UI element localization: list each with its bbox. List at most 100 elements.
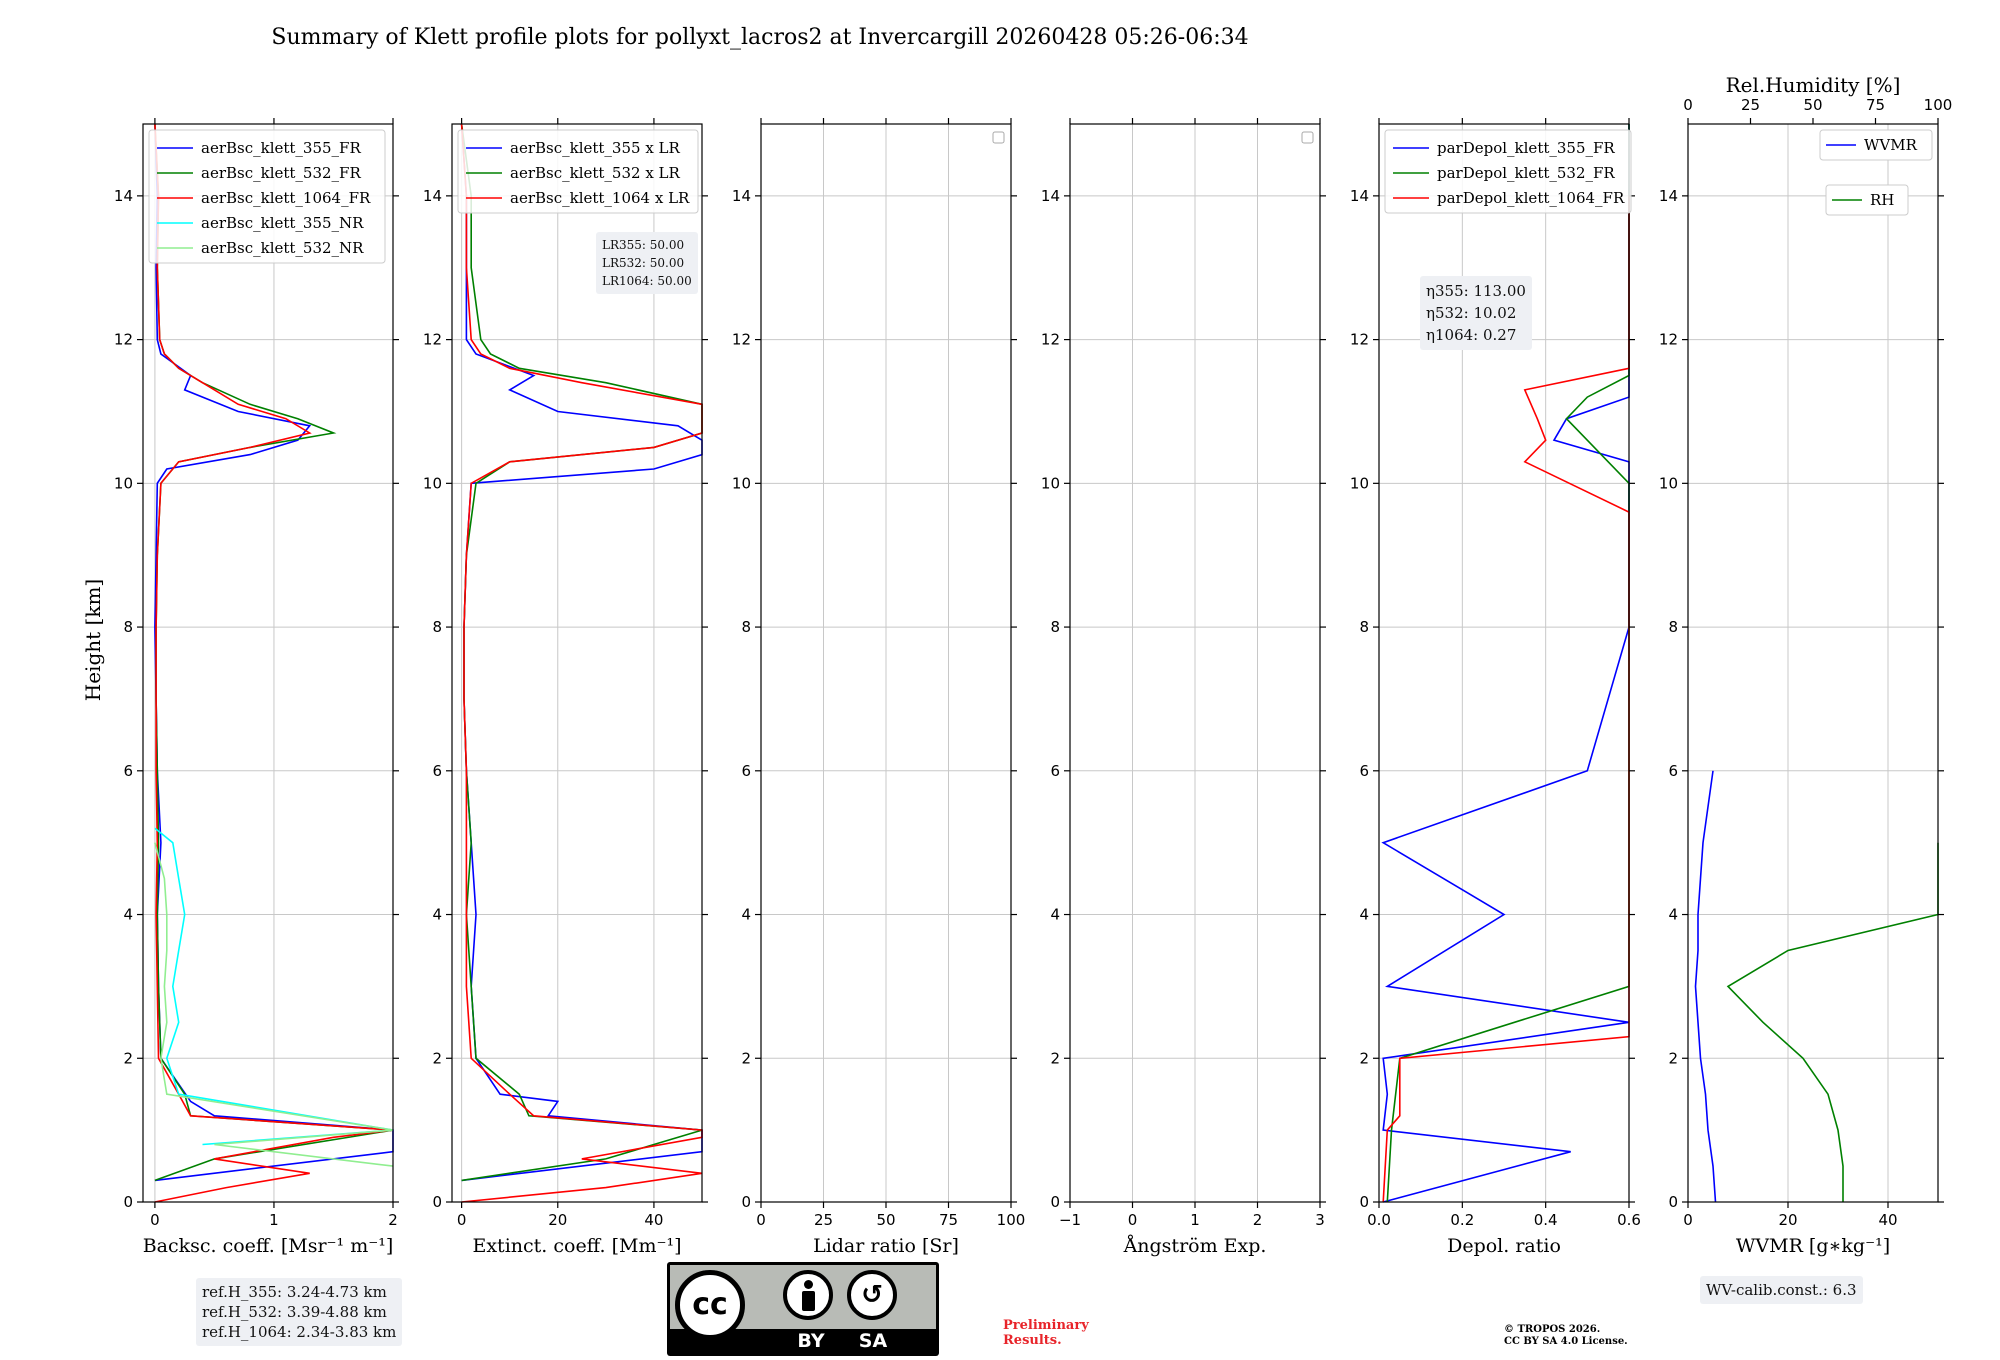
y-tick-label: 8: [1668, 618, 1678, 636]
x-tick-label: 3: [1315, 1211, 1325, 1229]
eta-1064: η1064: 0.27: [1426, 326, 1517, 344]
series-aerBsc_klett_532_NR: [154, 842, 394, 1167]
x-axis-label: Lidar ratio [Sr]: [813, 1235, 959, 1257]
empty-legend-box: [1301, 131, 1314, 144]
top-tick-label: 50: [1803, 96, 1822, 114]
plot-frame: [1687, 123, 1939, 1203]
y-tick-label: 4: [432, 906, 442, 924]
legend-label: aerBsc_klett_355_NR: [201, 214, 364, 232]
copyright-line-2: CC BY SA 4.0 License.: [1504, 1336, 1628, 1347]
y-tick-label: 6: [1668, 762, 1678, 780]
lr-355: LR355: 50.00: [602, 238, 685, 252]
y-tick-label: 0: [1668, 1193, 1678, 1211]
y-tick-label: 8: [123, 618, 133, 636]
y-tick-label: 0: [432, 1193, 442, 1211]
x-tick-label: 0.4: [1534, 1211, 1558, 1229]
y-tick-label: 10: [1659, 474, 1678, 492]
x-axis-label: Ångström Exp.: [1123, 1235, 1267, 1257]
x-axis-label: Depol. ratio: [1447, 1235, 1561, 1257]
lidar-ratio-box: LR355: 50.00 LR532: 50.00 LR1064: 50.00: [596, 232, 698, 294]
y-tick-label: 14: [732, 187, 751, 205]
legend-label: aerBsc_klett_532_NR: [201, 239, 364, 257]
x-tick-label: 0.0: [1367, 1211, 1391, 1229]
legend-box: [1819, 129, 1933, 161]
y-tick-label: 4: [741, 906, 751, 924]
y-tick-label: 4: [1359, 906, 1369, 924]
height-axis-label: Height [km]: [81, 579, 105, 701]
attribution-icon: [783, 1270, 833, 1320]
y-tick-label: 2: [432, 1049, 442, 1067]
y-tick-label: 4: [1668, 906, 1678, 924]
legend-label: RH: [1870, 191, 1894, 209]
x-axis-label: Backsc. coeff. [Msr⁻¹ m⁻¹]: [143, 1235, 394, 1257]
rh-axis-label: Rel.Humidity [%]: [1726, 73, 1901, 97]
refh-1064: ref.H_1064: 2.34-3.83 km: [202, 1323, 397, 1341]
y-tick-label: 8: [1050, 618, 1060, 636]
lr-1064: LR1064: 50.00: [602, 274, 692, 288]
x-tick-label: 0: [1683, 1211, 1693, 1229]
empty-legend-box: [992, 131, 1005, 144]
y-tick-label: 0: [123, 1193, 133, 1211]
y-tick-label: 10: [114, 474, 133, 492]
refh-532: ref.H_532: 3.39-4.88 km: [202, 1303, 387, 1321]
lr-532: LR532: 50.00: [602, 256, 685, 270]
x-tick-label: 25: [814, 1211, 833, 1229]
x-axis-label: Extinct. coeff. [Mm⁻¹]: [472, 1235, 681, 1257]
y-tick-label: 8: [741, 618, 751, 636]
y-tick-label: 2: [1050, 1049, 1060, 1067]
y-tick-label: 14: [423, 187, 442, 205]
x-tick-label: 1: [1190, 1211, 1200, 1229]
preliminary-line-1: Preliminary: [1003, 1318, 1089, 1333]
refh-355: ref.H_355: 3.24-4.73 km: [202, 1283, 387, 1301]
y-tick-label: 10: [1041, 474, 1060, 492]
x-tick-label: 40: [1878, 1211, 1897, 1229]
y-tick-label: 14: [1350, 187, 1369, 205]
y-tick-label: 12: [1350, 331, 1369, 349]
preliminary-note: Preliminary Results.: [1003, 1318, 1089, 1348]
legend-box: [457, 129, 699, 214]
y-tick-label: 14: [1041, 187, 1060, 205]
cc-icon: cc: [675, 1270, 745, 1340]
plot-frame: [142, 123, 394, 1203]
y-tick-label: 2: [1359, 1049, 1369, 1067]
x-tick-label: 0: [756, 1211, 766, 1229]
x-tick-label: 75: [939, 1211, 958, 1229]
y-tick-label: 2: [741, 1049, 751, 1067]
y-tick-label: 6: [1050, 762, 1060, 780]
y-tick-label: 0: [1050, 1193, 1060, 1211]
x-tick-label: 20: [548, 1211, 567, 1229]
y-tick-label: 8: [432, 618, 442, 636]
top-tick-label: 75: [1866, 96, 1885, 114]
y-tick-label: 4: [1050, 906, 1060, 924]
legend-box: [1825, 184, 1909, 216]
legend-label: aerBsc_klett_532_FR: [201, 164, 361, 182]
x-tick-label: 100: [997, 1211, 1026, 1229]
x-tick-label: 0: [457, 1211, 467, 1229]
legend-label: parDepol_klett_355_FR: [1437, 139, 1615, 157]
eta-box: η355: 113.00 η532: 10.02 η1064: 0.27: [1420, 276, 1532, 350]
legend-label: parDepol_klett_1064_FR: [1437, 189, 1625, 207]
x-tick-label: 0.6: [1617, 1211, 1641, 1229]
top-tick-label: 25: [1741, 96, 1760, 114]
y-tick-label: 8: [1359, 618, 1369, 636]
series-aerBsc_klett_532 x LR: [460, 123, 703, 1182]
y-tick-label: 10: [1350, 474, 1369, 492]
eta-532: η532: 10.02: [1426, 304, 1517, 322]
legend-label: parDepol_klett_532_FR: [1437, 164, 1615, 182]
eta-355: η355: 113.00: [1426, 282, 1526, 300]
series-aerBsc_klett_355_NR: [154, 827, 394, 1146]
copyright-line-1: © TROPOS 2026.: [1504, 1324, 1601, 1335]
x-tick-label: 20: [1778, 1211, 1797, 1229]
x-tick-label: 2: [388, 1211, 398, 1229]
top-tick-label: 100: [1924, 96, 1953, 114]
y-tick-label: 10: [423, 474, 442, 492]
y-tick-label: 4: [123, 906, 133, 924]
legend-label: aerBsc_klett_532 x LR: [510, 164, 681, 182]
legend-label: aerBsc_klett_1064_FR: [201, 189, 371, 207]
x-tick-label: 50: [876, 1211, 895, 1229]
cc-license-badge: cc ↺ BY SA: [667, 1262, 939, 1356]
share-alike-icon: ↺: [847, 1270, 897, 1320]
panel-extinction: 0 2 4 6 8 10 12 14 0 20 40 Extinct. coeff. [Mm⁻¹] ae…: [423, 118, 708, 1257]
by-label: BY: [797, 1330, 825, 1352]
